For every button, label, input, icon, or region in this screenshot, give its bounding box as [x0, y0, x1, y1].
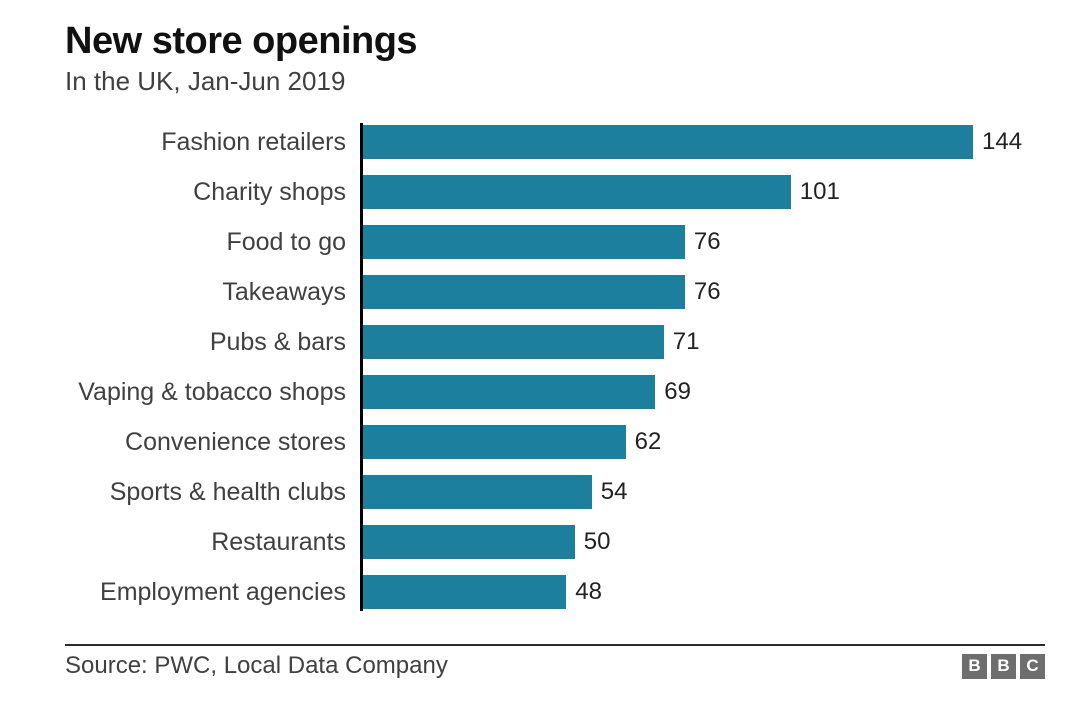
chart-row: Restaurants 50: [65, 525, 1045, 575]
bar: [363, 225, 685, 259]
bar: [363, 375, 656, 409]
category-label: Food to go: [226, 228, 346, 256]
chart-subtitle: In the UK, Jan-Jun 2019: [65, 66, 346, 96]
bar-track: 54: [363, 475, 1045, 509]
bar-rows: Fashion retailers 144 Charity shops 101 Food…: [65, 125, 1045, 625]
chart-row: Charity shops 101: [65, 175, 1045, 225]
bar-track: 48: [363, 575, 1045, 609]
bbc-logo: B B C: [962, 653, 1045, 679]
bar: [363, 425, 626, 459]
bar-track: 76: [363, 225, 1045, 259]
value-label: 69: [664, 378, 691, 405]
value-label: 50: [583, 528, 611, 555]
value-label: 76: [693, 278, 721, 305]
category-label: Charity shops: [193, 178, 346, 206]
chart-row: Pubs & bars 71: [65, 325, 1045, 375]
bar: [363, 125, 973, 159]
value-label: 54: [600, 478, 628, 505]
bar-track: 62: [363, 425, 1045, 459]
category-label: Sports & health clubs: [109, 478, 346, 506]
value-label: 62: [634, 428, 662, 455]
category-label: Restaurants: [211, 528, 346, 556]
footer: Source: PWC, Local Data Company B B C: [65, 652, 1045, 680]
chart-title: New store openings: [65, 20, 418, 62]
chart-row: Fashion retailers 144: [65, 125, 1045, 175]
y-axis-line: [360, 123, 363, 611]
bbc-logo-letter: B: [991, 653, 1016, 679]
value-label: 144: [982, 128, 1023, 155]
bbc-logo-letter: C: [1020, 653, 1045, 679]
chart-row: Food to go 76: [65, 225, 1045, 275]
chart-row: Sports & health clubs 54: [65, 475, 1045, 525]
category-label: Employment agencies: [100, 578, 346, 606]
value-label: 48: [575, 578, 602, 605]
chart-row: Convenience stores 62: [65, 425, 1045, 475]
category-label: Vaping & tobacco shops: [78, 378, 346, 406]
bar-chart: Fashion retailers 144 Charity shops 101 Food…: [65, 123, 1045, 625]
category-label: Convenience stores: [125, 428, 346, 456]
category-label: Pubs & bars: [209, 328, 346, 356]
bar: [363, 325, 664, 359]
value-label: 101: [799, 178, 840, 205]
bar-track: 50: [363, 525, 1045, 559]
bar: [363, 475, 592, 509]
bar-track: 144: [363, 125, 1045, 159]
bar-track: 101: [363, 175, 1045, 209]
category-label: Fashion retailers: [161, 128, 346, 156]
chart-row: Vaping & tobacco shops 69: [65, 375, 1045, 425]
bar-track: 76: [363, 275, 1045, 309]
bar: [363, 575, 567, 609]
chart-row: Employment agencies 48: [65, 575, 1045, 625]
chart-row: Takeaways 76: [65, 275, 1045, 325]
bar-track: 69: [363, 375, 1045, 409]
footer-divider: [65, 644, 1045, 646]
source-text: Source: PWC, Local Data Company: [65, 652, 448, 679]
bbc-logo-letter: B: [962, 653, 987, 679]
value-label: 71: [672, 328, 700, 355]
bar: [363, 175, 791, 209]
bar-track: 71: [363, 325, 1045, 359]
bar: [363, 525, 575, 559]
bar: [363, 275, 685, 309]
category-label: Takeaways: [222, 278, 346, 306]
value-label: 76: [693, 228, 721, 255]
